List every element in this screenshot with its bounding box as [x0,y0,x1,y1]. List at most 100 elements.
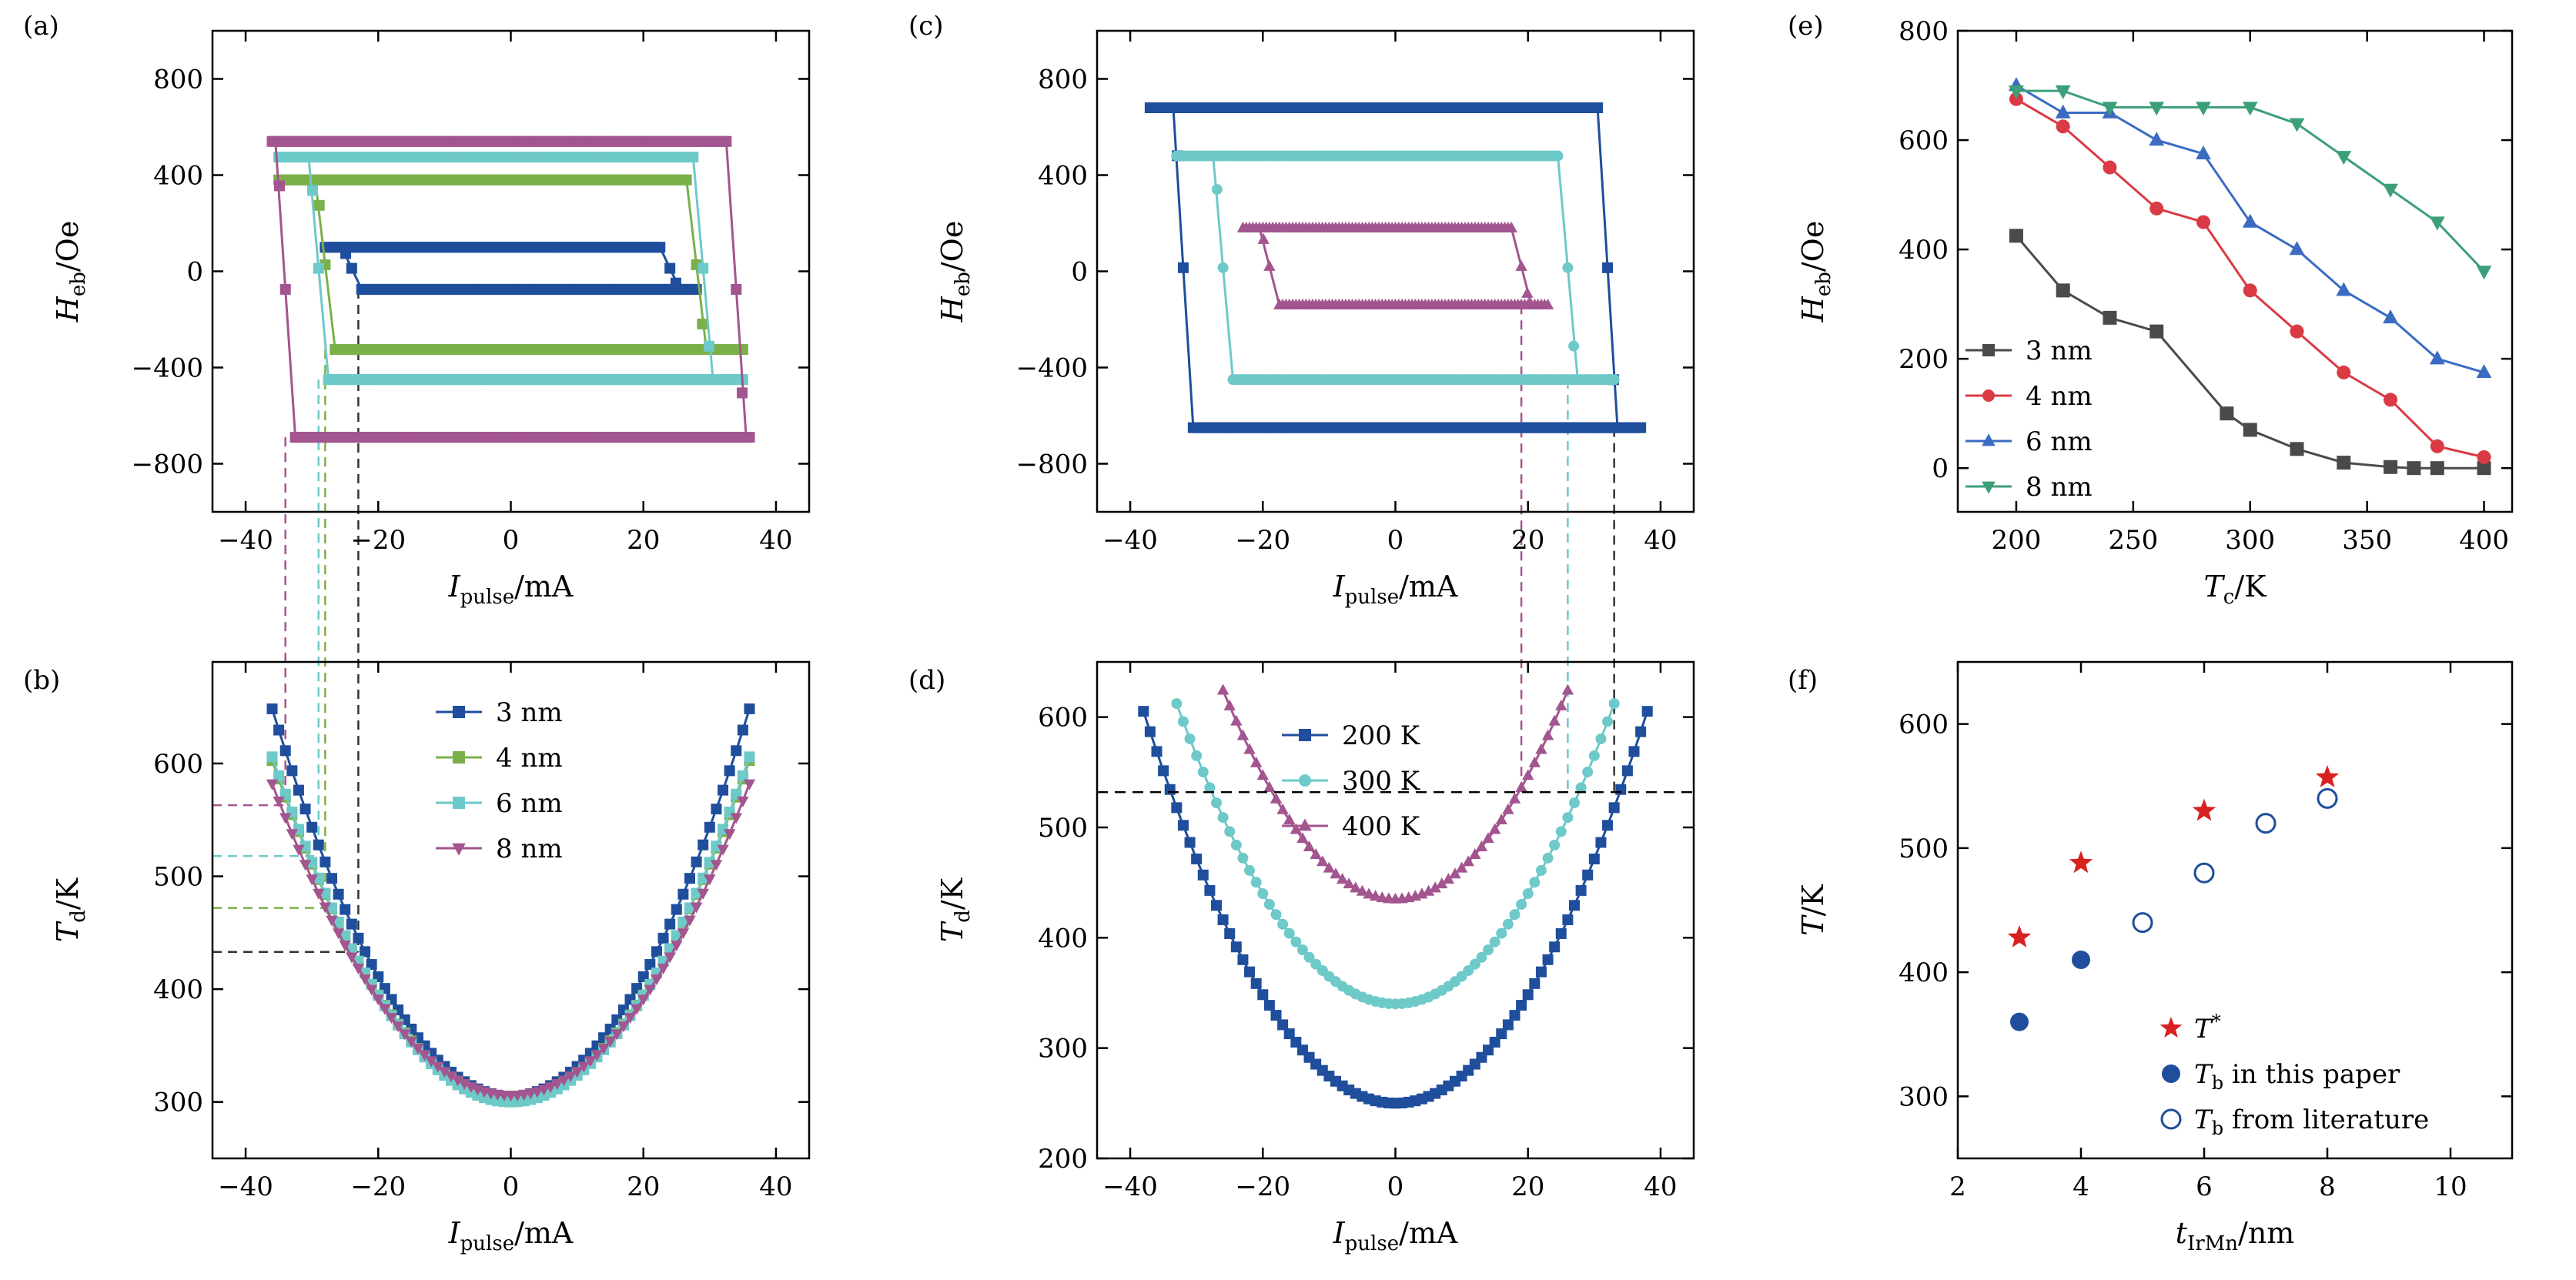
data-point [279,813,292,824]
legend-label: 400 K [1342,811,1420,842]
y-tick-label: 600 [1899,710,1949,740]
data-point [2383,309,2398,324]
data-point [617,1021,630,1033]
y-tick-label: 600 [153,749,203,780]
data-point [1303,951,1315,963]
data-point [1561,683,1574,695]
data-point [1505,221,1517,232]
data-point [2192,798,2216,821]
loop-series-8-nm [266,135,755,443]
data-point [570,1067,584,1078]
data-point [2429,350,2445,365]
legend-label: T* [2194,1011,2221,1044]
series-8-nm [2009,85,2492,280]
data-point [2384,393,2398,407]
data-point [710,860,723,871]
data-point [2337,365,2351,379]
data-point [717,844,729,856]
legend-entry: 6 nm [436,788,563,819]
data-point [1496,1028,1507,1040]
x-tick-label: 8 [2319,1171,2336,1202]
legend: T* Tb in this paper Tb from literature [2159,1011,2429,1139]
series-line [2016,89,2485,272]
data-point [451,1075,464,1087]
data-point [1171,698,1183,710]
data-point [1562,914,1574,925]
data-point [1224,826,1236,837]
data-point [744,703,755,714]
data-point [1575,884,1587,896]
plot-frame [1956,29,2514,513]
data-point [306,821,318,833]
x-tick-label: 2 [1949,1171,1966,1202]
data-point [1555,699,1567,710]
data-point [737,796,749,807]
data-point [1602,716,1614,727]
legend-entry: 8 nm [436,834,563,864]
data-point [651,974,663,986]
data-point [326,873,337,884]
loop-line [1176,155,1614,381]
y-tick-label: 0 [186,257,203,288]
data-point [2149,324,2164,339]
data-point [1283,814,1296,825]
data-point [319,856,331,867]
data-point [704,857,715,868]
data-point [1522,989,1534,1001]
legend-entry: 3 nm [1965,336,2093,366]
data-point [1562,262,1574,273]
data-point [1270,909,1282,921]
parabola-series-400-K [1216,683,1574,904]
x-tick-label: 40 [759,525,792,556]
y-tick-label: −400 [132,353,203,384]
legend-entry: 6 nm [1965,426,2093,457]
data-point [537,1084,550,1096]
data-point [1515,780,1527,792]
data-point [2069,851,2093,874]
data-point [2149,102,2165,116]
data-point [1602,262,1614,273]
data-point [1592,102,1604,113]
data-point [2242,102,2258,116]
x-tick-label: −40 [1102,1171,1158,1202]
data-point [2243,283,2257,298]
data-point [2336,151,2352,165]
data-point [711,841,722,852]
data-point [2384,460,2398,474]
legend-marker [1982,481,1996,494]
data-point [1204,782,1216,794]
legend-label: Tb from literature [2194,1105,2429,1139]
data-point [1569,900,1580,911]
panel-f: 2 4 6 8 10 300 400 500 600 tIrMn/nm T/K (f) T* Tb in … [1788,660,2514,1255]
data-point [1615,784,1627,795]
data-point [365,984,378,996]
data-point [1177,716,1189,727]
y-tick-label: 400 [153,974,203,1005]
data-point [1369,890,1382,901]
data-point [399,1029,411,1041]
data-point [737,724,748,736]
data-point [671,941,683,952]
data-point [319,902,332,914]
data-point [624,1013,637,1024]
x-tick-label: 6 [2196,1171,2213,1202]
data-point [1436,877,1448,889]
data-point [2336,282,2352,296]
data-point [637,994,650,1006]
data-point [2255,813,2277,834]
data-point [1469,847,1481,859]
data-point [1442,873,1455,884]
data-point [299,804,311,815]
data-point [1635,422,1647,433]
loop-series-4-nm [273,174,748,356]
data-point [697,319,708,330]
data-point [313,839,324,851]
legend-label: Tb in this paper [2194,1059,2400,1094]
data-point [1244,864,1256,876]
x-tick-label: 40 [1644,525,1677,556]
data-point [1211,797,1222,809]
data-point [299,841,311,852]
legend-entry: 400 K [1282,811,1420,842]
data-point [2242,213,2258,228]
